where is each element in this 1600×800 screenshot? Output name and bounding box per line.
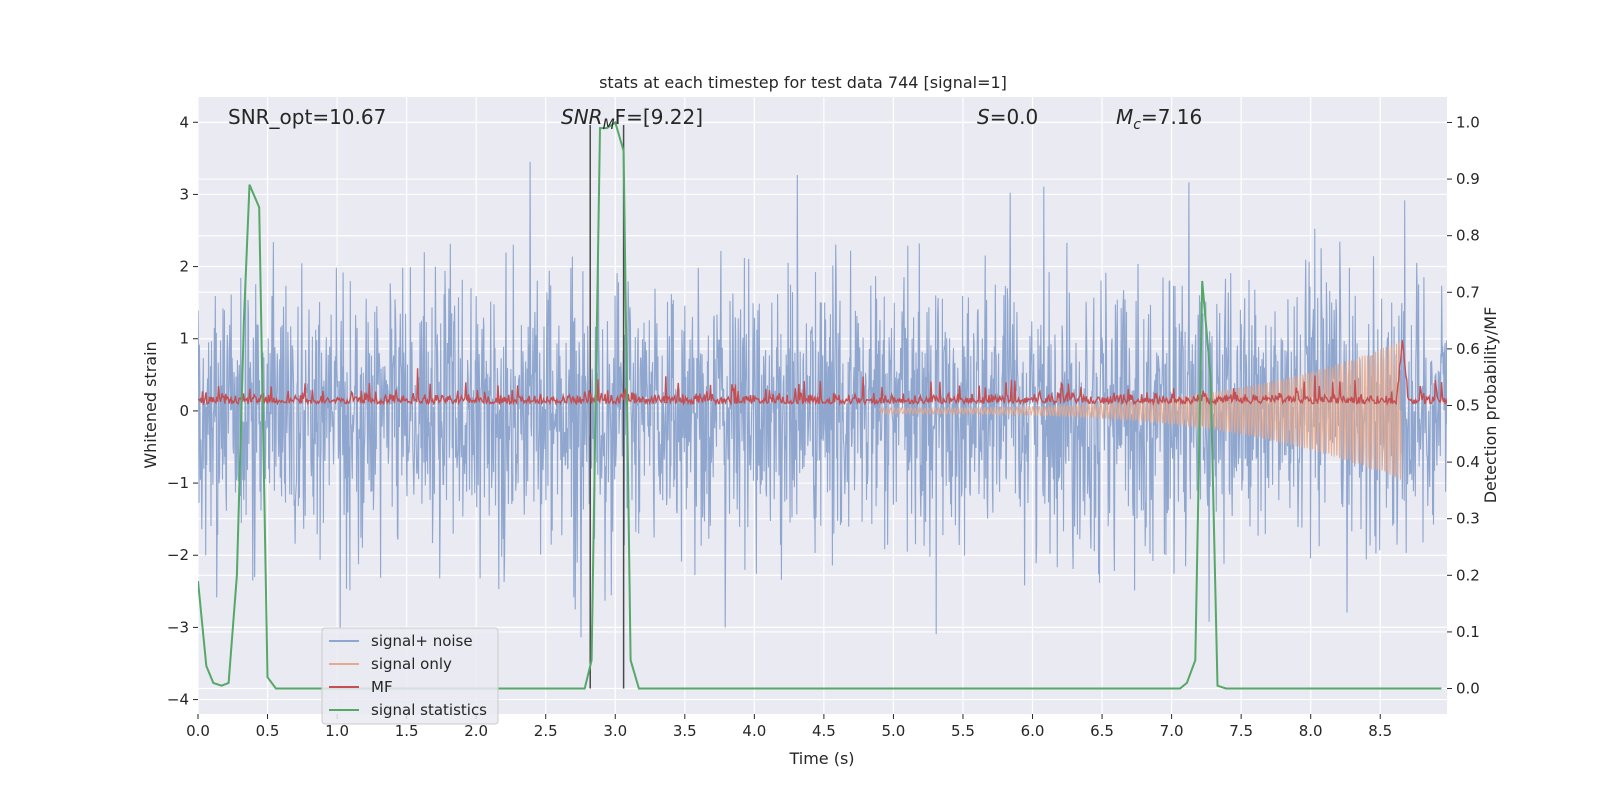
annotation-mc: Mc=7.16 <box>1116 105 1202 133</box>
x-tick-label: 1.0 <box>325 722 349 740</box>
y-left-tick-label: 2 <box>179 258 189 276</box>
legend-label-mf: MF <box>371 678 393 696</box>
legend: signal+ noise signal only MF signal stat… <box>321 627 499 725</box>
y-left-tick-label: 3 <box>179 185 189 203</box>
annotations: SNR_opt=10.67 SNRMF=[9.22] S=0.0 Mc=7.16 <box>228 105 1202 133</box>
series-mf <box>198 340 1447 407</box>
y-right-tick-label: 0.0 <box>1456 680 1480 698</box>
x-axis-ticks: 0.0 0.5 1.0 1.5 2.0 2.5 3.0 3.5 4.0 4.5 5.0 5.5 6.0 6… <box>186 714 1392 740</box>
x-tick-label: 3.5 <box>673 722 697 740</box>
annotation-snr-mf: SNRMF=[9.22] <box>561 105 703 133</box>
legend-box <box>321 627 499 725</box>
chart-title: stats at each timestep for test data 744… <box>599 73 1007 92</box>
annotation-s: S=0.0 <box>977 105 1038 129</box>
y-right-axis-label: Detection probability/MF <box>1481 307 1500 504</box>
x-tick-label: 4.5 <box>812 722 836 740</box>
y-right-tick-label: 0.6 <box>1456 340 1480 358</box>
y-right-tick-label: 0.7 <box>1456 283 1480 301</box>
y-right-tick-label: 0.4 <box>1456 453 1480 471</box>
legend-label-signal-only: signal only <box>371 655 452 673</box>
x-tick-label: 7.5 <box>1229 722 1253 740</box>
x-tick-label: 0.5 <box>256 722 280 740</box>
legend-item-mf: MF <box>329 678 393 696</box>
y-left-axis-label: Whitened strain <box>141 341 160 468</box>
x-tick-label: 8.5 <box>1368 722 1392 740</box>
x-tick-label: 2.5 <box>534 722 558 740</box>
y-left-tick-label: −4 <box>167 691 189 709</box>
x-tick-label: 8.0 <box>1299 722 1323 740</box>
x-axis-label: Time (s) <box>788 749 854 768</box>
annotation-snr-opt: SNR_opt=10.67 <box>228 105 386 129</box>
x-tick-label: 4.0 <box>742 722 766 740</box>
x-tick-label: 1.5 <box>395 722 419 740</box>
y-left-tick-label: −1 <box>167 474 189 492</box>
x-tick-label: 5.5 <box>951 722 975 740</box>
legend-item-signal-statistics: signal statistics <box>329 701 487 719</box>
y-right-tick-label: 0.2 <box>1456 566 1480 584</box>
y-right-tick-label: 0.5 <box>1456 397 1480 415</box>
y-left-tick-label: 1 <box>179 330 189 348</box>
x-tick-label: 6.0 <box>1021 722 1045 740</box>
legend-label-signal-statistics: signal statistics <box>371 701 487 719</box>
legend-label-signal-noise: signal+ noise <box>371 632 473 650</box>
x-tick-label: 5.0 <box>882 722 906 740</box>
x-tick-label: 6.5 <box>1090 722 1114 740</box>
legend-item-signal-only: signal only <box>329 655 452 673</box>
y-left-tick-label: −2 <box>167 546 189 564</box>
y-left-tick-label: 0 <box>179 402 189 420</box>
x-tick-label: 2.0 <box>464 722 488 740</box>
y-right-tick-label: 0.1 <box>1456 623 1480 641</box>
y-left-tick-label: −3 <box>167 618 189 636</box>
x-tick-label: 3.0 <box>603 722 627 740</box>
y-left-tick-label: 4 <box>179 113 189 131</box>
y-right-tick-label: 0.3 <box>1456 510 1480 528</box>
y-right-tick-label: 1.0 <box>1456 113 1480 131</box>
y-right-axis-ticks: 0.0 0.1 0.2 0.3 0.4 0.5 0.6 0.7 0.8 0.9 1.0 <box>1447 113 1480 698</box>
x-tick-label: 0.0 <box>186 722 210 740</box>
series-signal-noise <box>198 161 1447 638</box>
legend-item-signal-noise: signal+ noise <box>329 632 473 650</box>
y-right-tick-label: 0.8 <box>1456 227 1480 245</box>
x-tick-label: 7.0 <box>1160 722 1184 740</box>
y-left-axis-ticks: −4 −3 −2 −1 0 1 2 3 4 <box>167 113 198 709</box>
y-right-tick-label: 0.9 <box>1456 170 1480 188</box>
